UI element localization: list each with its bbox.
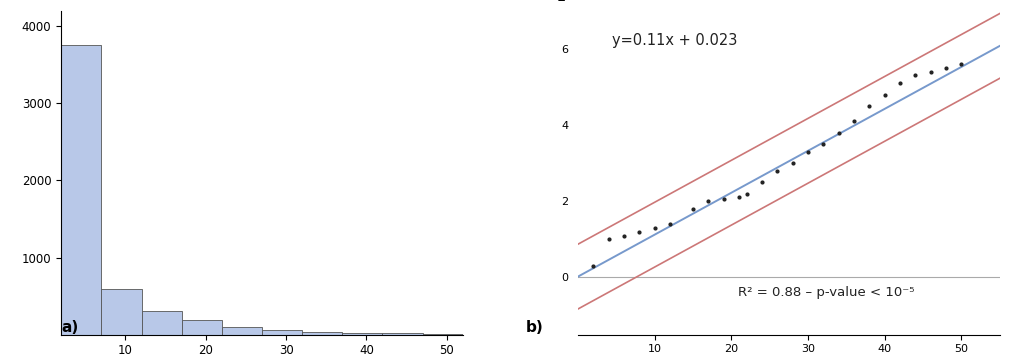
Bar — [302, 332, 342, 335]
Bar — [61, 45, 101, 335]
Bar — [101, 289, 142, 335]
Bar — [382, 333, 422, 335]
Text: R² = 0.88 – p-value < 10⁻⁵: R² = 0.88 – p-value < 10⁻⁵ — [738, 286, 914, 299]
Bar — [221, 327, 262, 335]
Bar — [262, 330, 302, 335]
Text: a): a) — [61, 320, 78, 335]
Bar — [142, 311, 181, 335]
Bar — [422, 334, 463, 335]
Bar — [342, 333, 382, 335]
Text: y=0.11x + 0.023: y=0.11x + 0.023 — [611, 33, 737, 48]
Text: E: E — [556, 0, 565, 4]
Text: b): b) — [525, 320, 542, 335]
Bar — [181, 320, 221, 335]
